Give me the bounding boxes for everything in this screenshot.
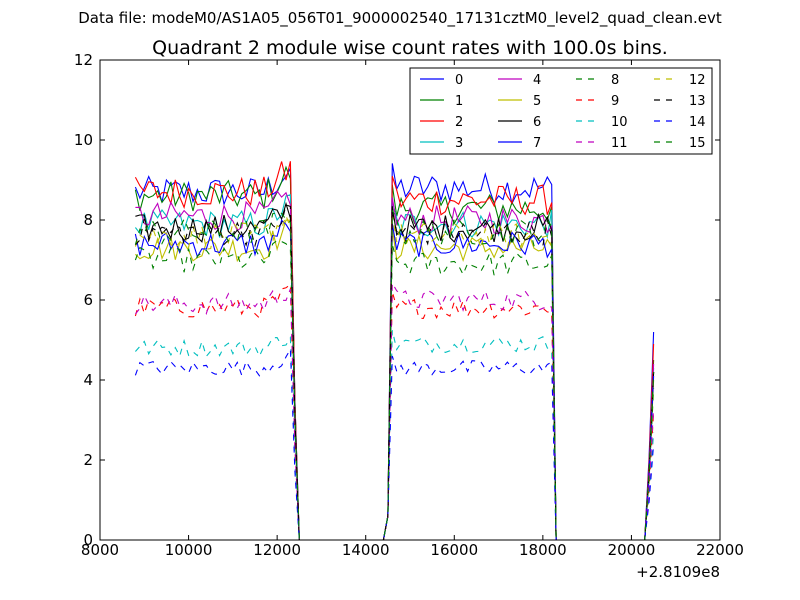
x-axis-offset-label: +2.8109e8 bbox=[636, 563, 720, 581]
legend-label-5: 5 bbox=[533, 94, 541, 109]
chart-title: Quadrant 2 module wise count rates with … bbox=[152, 37, 668, 59]
x-tick-label: 16000 bbox=[430, 541, 478, 559]
legend-label-2: 2 bbox=[455, 115, 463, 130]
y-tick-label: 8 bbox=[83, 211, 93, 229]
axis-ticks: 8000 10000 12000 14000 16000 18000 20000 22000 0… bbox=[74, 51, 744, 559]
x-tick-label: 8000 bbox=[81, 541, 119, 559]
legend-label-12: 12 bbox=[689, 73, 706, 88]
legend-label-4: 4 bbox=[533, 73, 541, 88]
legend-label-8: 8 bbox=[611, 73, 619, 88]
x-tick-label: 22000 bbox=[696, 541, 744, 559]
legend-label-3: 3 bbox=[455, 136, 463, 151]
legend-label-14: 14 bbox=[689, 115, 706, 130]
series-line-13 bbox=[134, 204, 655, 540]
series-line-10 bbox=[134, 330, 655, 540]
legend-label-0: 0 bbox=[455, 73, 463, 88]
series-line-5 bbox=[135, 219, 655, 540]
y-tick-label: 12 bbox=[74, 51, 93, 69]
x-tick-label: 14000 bbox=[342, 541, 390, 559]
legend-label-9: 9 bbox=[611, 94, 619, 109]
series-line-6 bbox=[135, 201, 655, 540]
legend-label-11: 11 bbox=[611, 136, 628, 151]
series-line-4 bbox=[135, 189, 655, 540]
series-line-15 bbox=[134, 210, 655, 540]
figure-suptitle: Data file: modeM0/AS1A05_056T01_90000025… bbox=[78, 9, 722, 28]
y-tick-label: 2 bbox=[83, 451, 93, 469]
y-tick-label: 6 bbox=[83, 291, 93, 309]
x-tick-label: 18000 bbox=[519, 541, 567, 559]
series-line-7 bbox=[134, 219, 655, 540]
y-tick-label: 10 bbox=[74, 131, 93, 149]
x-tick-label: 12000 bbox=[253, 541, 301, 559]
legend-label-15: 15 bbox=[689, 136, 706, 151]
series-line-12 bbox=[134, 214, 655, 540]
legend-frame bbox=[409, 67, 713, 155]
series-layer bbox=[134, 161, 655, 540]
series-line-2 bbox=[134, 161, 655, 540]
series-line-14 bbox=[134, 347, 655, 540]
series-line-9 bbox=[134, 283, 655, 540]
x-tick-label: 10000 bbox=[165, 541, 213, 559]
series-line-8 bbox=[134, 239, 655, 540]
legend-label-7: 7 bbox=[533, 136, 541, 151]
y-tick-label: 0 bbox=[83, 531, 93, 549]
y-tick-label: 4 bbox=[83, 371, 93, 389]
x-tick-label: 20000 bbox=[608, 541, 656, 559]
legend-label-10: 10 bbox=[611, 115, 628, 130]
series-line-11 bbox=[134, 281, 655, 540]
legend-label-13: 13 bbox=[689, 94, 706, 109]
legend-label-6: 6 bbox=[533, 115, 541, 130]
legend-label-1: 1 bbox=[455, 94, 463, 109]
